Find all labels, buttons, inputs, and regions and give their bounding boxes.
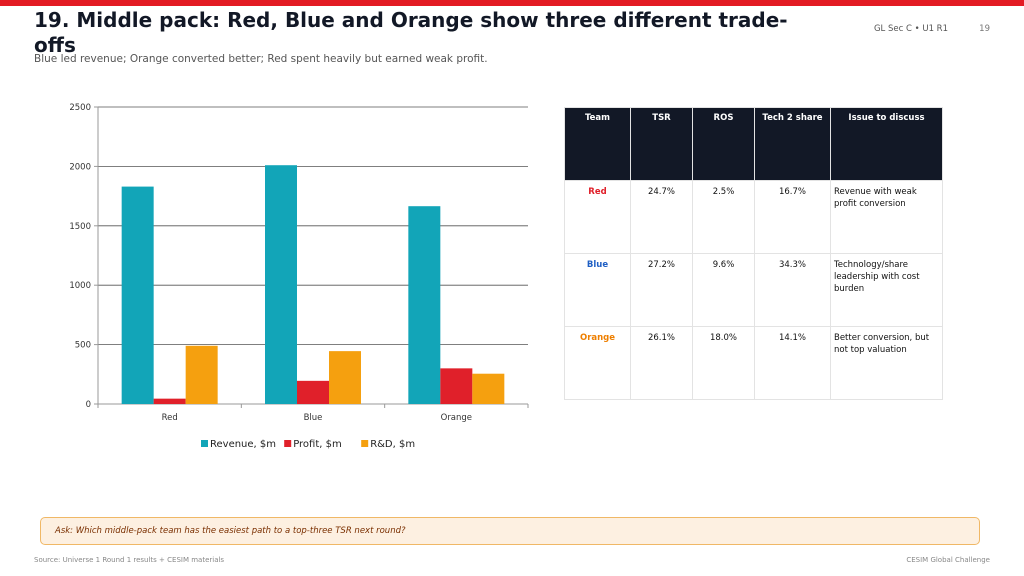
team-cell: Red: [564, 180, 631, 254]
bar-rd-blue: [329, 351, 361, 404]
tsr-cell: 26.1%: [630, 326, 693, 400]
legend-swatch: [284, 440, 292, 447]
ros-cell: 18.0%: [692, 326, 755, 400]
tech-share-cell: 16.7%: [754, 180, 831, 254]
x-tick-label: Orange: [441, 413, 472, 423]
bar-profit-blue: [297, 380, 329, 404]
tsr-cell: 24.7%: [630, 180, 693, 254]
ros-cell: 9.6%: [692, 253, 755, 327]
legend-swatch: [361, 440, 369, 447]
x-tick-label: Red: [162, 413, 178, 423]
y-tick-label: 1500: [69, 222, 91, 232]
issue-cell: Better conversion, but not top valuation: [830, 326, 943, 400]
legend-swatch: [201, 440, 208, 447]
tech-share-cell: 34.3%: [754, 253, 831, 327]
page-subtitle: Blue led revenue; Orange converted bette…: [34, 53, 488, 65]
header-issue: Issue to discuss: [830, 107, 943, 181]
header-team: Team: [564, 107, 631, 181]
table-header-row: Team TSR ROS Tech 2 share Issue to discu…: [564, 107, 943, 181]
header-ros: ROS: [692, 107, 755, 181]
discussion-callout: Ask: Which middle-pack team has the easi…: [40, 517, 980, 545]
issue-cell: Technology/share leadership with cost bu…: [830, 253, 943, 327]
footer-brand: CESIM Global Challenge: [906, 556, 990, 564]
bar-revenue-red: [121, 186, 154, 404]
source-note: Source: Universe 1 Round 1 results + CES…: [34, 556, 225, 564]
x-tick-label: Blue: [304, 413, 323, 423]
page-title: 19. Middle pack: Red, Blue and Orange sh…: [34, 8, 788, 57]
y-tick-label: 2500: [69, 103, 91, 113]
tsr-cell: 27.2%: [630, 253, 693, 327]
table-row: Blue 27.2% 9.6% 34.3% Technology/share l…: [564, 253, 943, 327]
section-tag: GL Sec C • U1 R1: [873, 24, 948, 34]
legend-label: Revenue, $m: [210, 439, 276, 450]
top-accent-bar: [0, 0, 1024, 6]
y-tick-label: 2000: [69, 162, 91, 172]
legend-label: Profit, $m: [293, 439, 342, 450]
team-cell: Orange: [564, 326, 631, 400]
header-tech-share: Tech 2 share: [754, 107, 831, 181]
bar-profit-orange: [440, 368, 473, 404]
bar-revenue-orange: [408, 206, 441, 404]
legend-label: R&D, $m: [370, 439, 415, 450]
y-tick-label: 1000: [69, 281, 91, 291]
bar-revenue-blue: [265, 165, 297, 404]
bar-rd-red: [185, 345, 218, 404]
header-tsr: TSR: [630, 107, 693, 181]
team-comparison-table: Team TSR ROS Tech 2 share Issue to discu…: [564, 107, 943, 400]
y-tick-label: 0: [86, 400, 91, 410]
y-tick-label: 500: [75, 341, 91, 351]
tech-share-cell: 14.1%: [754, 326, 831, 400]
team-cell: Blue: [564, 253, 631, 327]
page-number: 19: [979, 24, 990, 34]
bar-profit-red: [153, 398, 186, 404]
bar-chart: 0 500 1000 1500 2000 2500 Red Blue Orange Revenue…: [69, 103, 529, 450]
bar-rd-orange: [472, 373, 505, 404]
table-row: Red 24.7% 2.5% 16.7% Revenue with weak p…: [564, 180, 943, 254]
ros-cell: 2.5%: [692, 180, 755, 254]
issue-cell: Revenue with weak profit conversion: [830, 180, 943, 254]
callout-text: Ask: Which middle-pack team has the easi…: [55, 526, 406, 536]
table-row: Orange 26.1% 18.0% 14.1% Better conversi…: [564, 326, 943, 400]
